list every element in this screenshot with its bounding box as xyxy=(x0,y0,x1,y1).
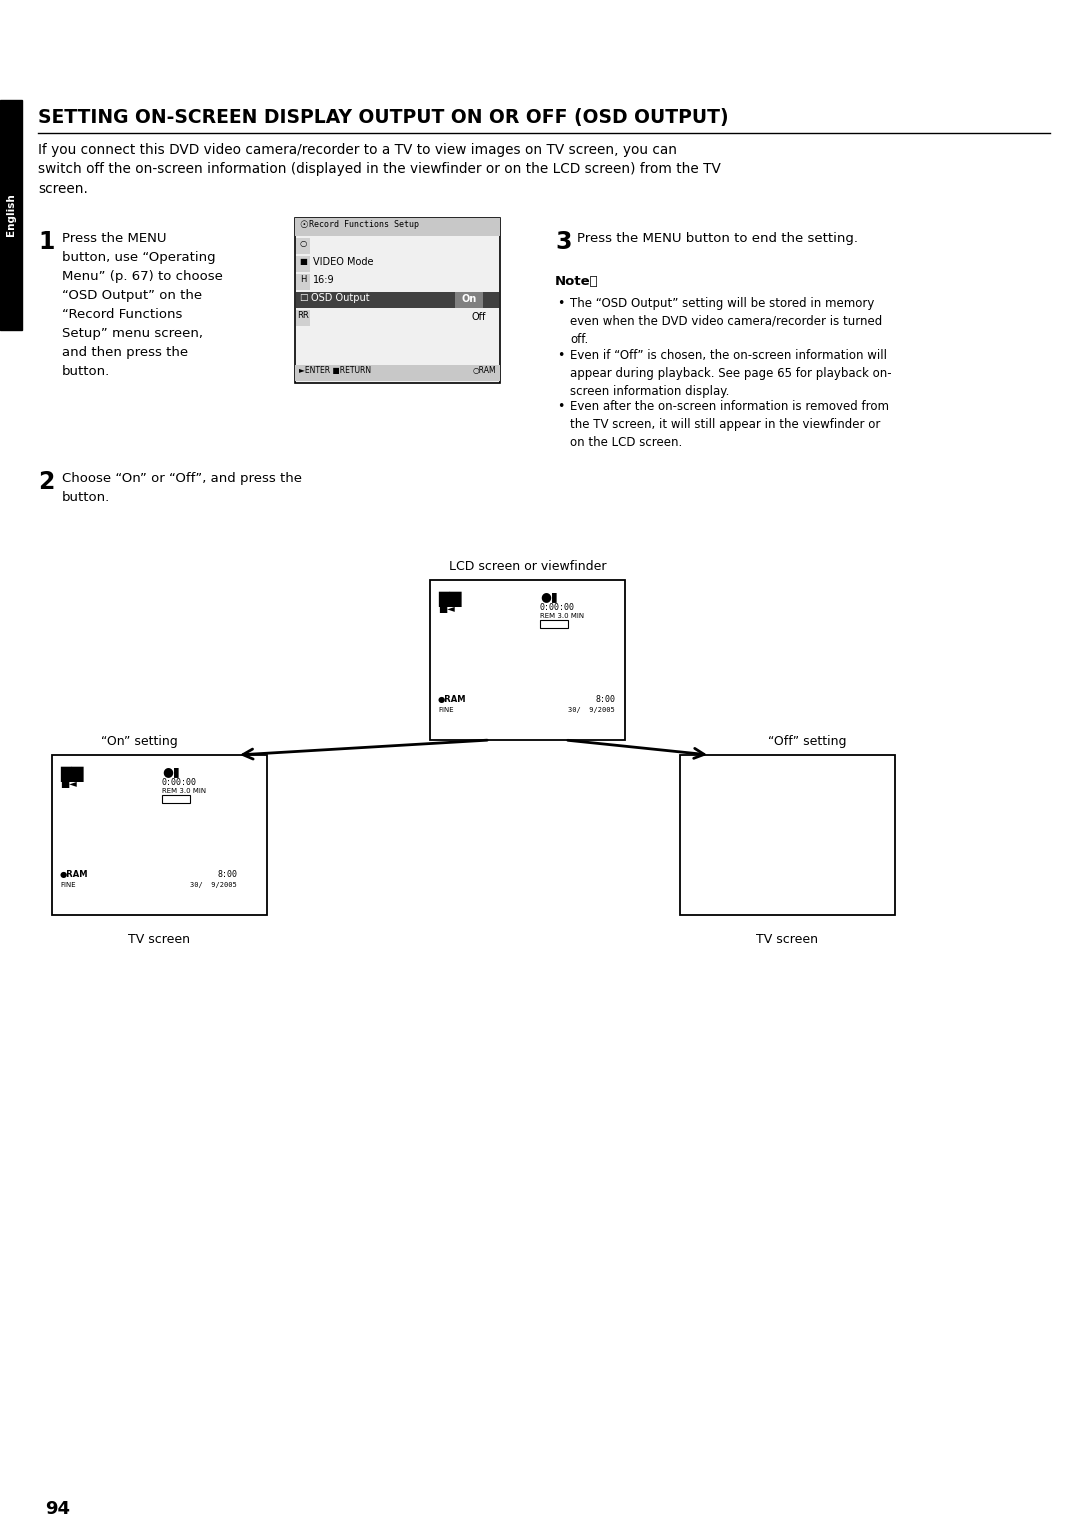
Text: 94: 94 xyxy=(45,1500,70,1518)
Text: ☉: ☉ xyxy=(299,220,308,229)
Text: ○RAM: ○RAM xyxy=(472,365,496,375)
Text: ○: ○ xyxy=(299,239,307,248)
Text: ●▮: ●▮ xyxy=(540,590,557,602)
Text: REM 3.0 MIN: REM 3.0 MIN xyxy=(162,787,206,794)
Text: ██: ██ xyxy=(438,592,461,607)
Bar xyxy=(296,239,310,254)
Text: LCD screen or viewfinder: LCD screen or viewfinder xyxy=(449,560,606,573)
Text: FINE: FINE xyxy=(60,882,76,888)
Text: Note：: Note： xyxy=(555,275,598,287)
Text: ►ENTER ■RETURN: ►ENTER ■RETURN xyxy=(299,365,372,375)
Text: 2: 2 xyxy=(38,469,54,494)
Bar xyxy=(680,755,895,914)
Text: ■◄: ■◄ xyxy=(438,604,455,615)
Text: If you connect this DVD video camera/recorder to a TV to view images on TV scree: If you connect this DVD video camera/rec… xyxy=(38,144,720,196)
Text: 0:00:00: 0:00:00 xyxy=(540,602,575,612)
Text: Press the MENU button to end the setting.: Press the MENU button to end the setting… xyxy=(577,232,858,245)
Text: ●RAM: ●RAM xyxy=(60,870,89,879)
Text: ●▮: ●▮ xyxy=(162,764,179,778)
Bar xyxy=(296,255,310,272)
Text: RR: RR xyxy=(297,310,309,320)
Text: 16:9: 16:9 xyxy=(313,275,335,284)
Bar xyxy=(430,579,625,740)
Text: •: • xyxy=(557,401,565,413)
Bar xyxy=(296,310,310,326)
Text: Even if “Off” is chosen, the on-screen information will
appear during playback. : Even if “Off” is chosen, the on-screen i… xyxy=(570,349,892,398)
Bar xyxy=(0,99,22,330)
Text: ██: ██ xyxy=(60,768,83,783)
Text: 3: 3 xyxy=(555,229,571,254)
Text: The “OSD Output” setting will be stored in memory
even when the DVD video camera: The “OSD Output” setting will be stored … xyxy=(570,297,882,346)
Text: 8:00: 8:00 xyxy=(217,870,237,879)
Text: ■◄: ■◄ xyxy=(60,778,77,789)
Text: On: On xyxy=(461,294,476,304)
Text: Record Functions Setup: Record Functions Setup xyxy=(309,220,419,229)
Text: Choose “On” or “Off”, and press the
button.: Choose “On” or “Off”, and press the butt… xyxy=(62,472,302,505)
Text: TV screen: TV screen xyxy=(129,933,190,946)
Text: H: H xyxy=(300,275,307,284)
Text: ●RAM: ●RAM xyxy=(438,696,467,703)
Text: FINE: FINE xyxy=(438,706,454,713)
Text: “On” setting: “On” setting xyxy=(102,735,178,748)
Bar xyxy=(295,365,500,381)
Text: Press the MENU
button, use “Operating
Menu” (p. 67) to choose
“OSD Output” on th: Press the MENU button, use “Operating Me… xyxy=(62,232,222,378)
Bar xyxy=(295,219,500,382)
Text: VIDEO Mode: VIDEO Mode xyxy=(313,257,374,268)
Bar xyxy=(162,795,190,803)
Bar xyxy=(296,292,499,307)
Text: English: English xyxy=(6,194,16,237)
Text: Even after the on-screen information is removed from
the TV screen, it will stil: Even after the on-screen information is … xyxy=(570,401,889,450)
Text: TV screen: TV screen xyxy=(756,933,819,946)
Text: SETTING ON-SCREEN DISPLAY OUTPUT ON OR OFF (OSD OUTPUT): SETTING ON-SCREEN DISPLAY OUTPUT ON OR O… xyxy=(38,109,729,127)
Text: 0:00:00: 0:00:00 xyxy=(162,778,197,787)
Text: □: □ xyxy=(299,294,308,303)
Text: •: • xyxy=(557,297,565,310)
Bar xyxy=(540,619,568,628)
Text: 30/  9/2005: 30/ 9/2005 xyxy=(568,706,615,713)
Text: OSD Output: OSD Output xyxy=(311,294,369,303)
Text: ■: ■ xyxy=(299,257,307,266)
Bar xyxy=(455,292,483,307)
Bar xyxy=(52,755,267,914)
Text: REM 3.0 MIN: REM 3.0 MIN xyxy=(540,613,584,619)
Text: •: • xyxy=(557,349,565,361)
Text: 30/  9/2005: 30/ 9/2005 xyxy=(190,882,237,888)
Text: Off: Off xyxy=(472,312,486,323)
Text: 1: 1 xyxy=(38,229,54,254)
Bar xyxy=(296,274,310,291)
Text: “Off” setting: “Off” setting xyxy=(768,735,847,748)
Bar xyxy=(295,219,500,235)
Text: 8:00: 8:00 xyxy=(595,696,615,703)
